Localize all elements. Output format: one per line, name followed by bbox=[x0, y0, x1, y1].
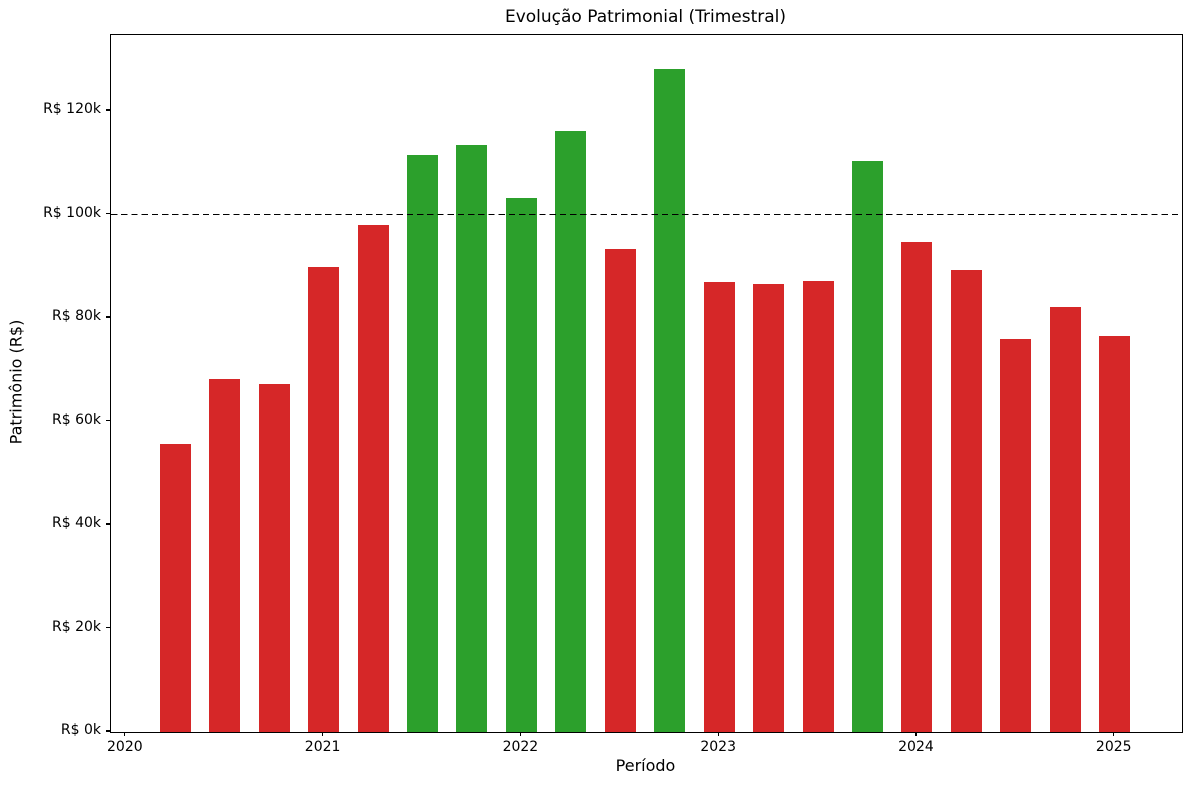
y-tick-mark-20k bbox=[106, 626, 110, 629]
bar-2021-q3 bbox=[407, 154, 438, 732]
x-tick-mark-2020 bbox=[124, 732, 126, 737]
x-tick-label-2024: 2024 bbox=[898, 739, 934, 755]
bar-2023-q4 bbox=[852, 160, 884, 732]
y-tick-mark-120k bbox=[106, 109, 110, 111]
bar-2024-q3 bbox=[1000, 339, 1032, 732]
y-tick-label-80k: R$ 80k bbox=[51, 308, 101, 325]
x-tick-label-2021: 2021 bbox=[304, 739, 341, 755]
x-tick-mark-2025 bbox=[1113, 732, 1115, 737]
y-tick-mark-40k bbox=[106, 523, 110, 525]
bar-2022-q4 bbox=[654, 68, 686, 732]
x-tick-mark-2024 bbox=[915, 732, 917, 737]
y-tick-mark-0k bbox=[106, 730, 110, 732]
bar-2024-q1 bbox=[901, 242, 933, 732]
bar-2022-q1 bbox=[505, 197, 537, 732]
y-tick-label-120k: R$ 120k bbox=[43, 101, 101, 118]
bar-2020-q3 bbox=[209, 379, 241, 732]
chart-title: Evolução Patrimonial (Trimestral) bbox=[504, 7, 787, 27]
bar-2020-q2 bbox=[159, 443, 191, 732]
x-tick-label-2023: 2023 bbox=[700, 739, 736, 755]
bar-2023-q2 bbox=[753, 284, 785, 732]
bar-2023-q1 bbox=[703, 282, 735, 732]
bar-2021-q1 bbox=[308, 267, 340, 732]
y-tick-label-100k: R$ 100k bbox=[43, 204, 101, 221]
x-tick-mark-2021 bbox=[322, 732, 324, 737]
bar-2022-q2 bbox=[555, 130, 587, 732]
y-tick-label-20k: R$ 20k bbox=[51, 618, 101, 635]
y-tick-mark-60k bbox=[106, 419, 110, 422]
bar-2021-q4 bbox=[456, 145, 488, 732]
y-tick-label-40k: R$ 40k bbox=[51, 515, 101, 532]
x-tick-label-2025: 2025 bbox=[1095, 739, 1132, 755]
bar-2024-q2 bbox=[950, 270, 982, 732]
bar-2022-q3 bbox=[604, 249, 636, 732]
y-tick-label-0k: R$ 0k bbox=[60, 722, 101, 738]
plot-area bbox=[110, 34, 1183, 733]
x-axis-label: Período bbox=[615, 756, 676, 775]
x-tick-label-2020: 2020 bbox=[107, 739, 143, 755]
x-tick-mark-2022 bbox=[519, 732, 521, 737]
bar-2021-q2 bbox=[357, 224, 389, 732]
threshold-line-100k bbox=[111, 213, 1182, 216]
bar-2024-q4 bbox=[1049, 306, 1081, 732]
y-tick-mark-100k bbox=[106, 212, 110, 215]
y-tick-mark-80k bbox=[106, 316, 110, 318]
bar-2020-q4 bbox=[258, 384, 290, 732]
x-tick-label-2022: 2022 bbox=[502, 739, 539, 755]
y-tick-label-60k: R$ 60k bbox=[51, 411, 101, 428]
bar-2025-q1 bbox=[1099, 335, 1131, 732]
x-tick-mark-2023 bbox=[717, 732, 719, 737]
bar-2023-q3 bbox=[802, 281, 834, 732]
